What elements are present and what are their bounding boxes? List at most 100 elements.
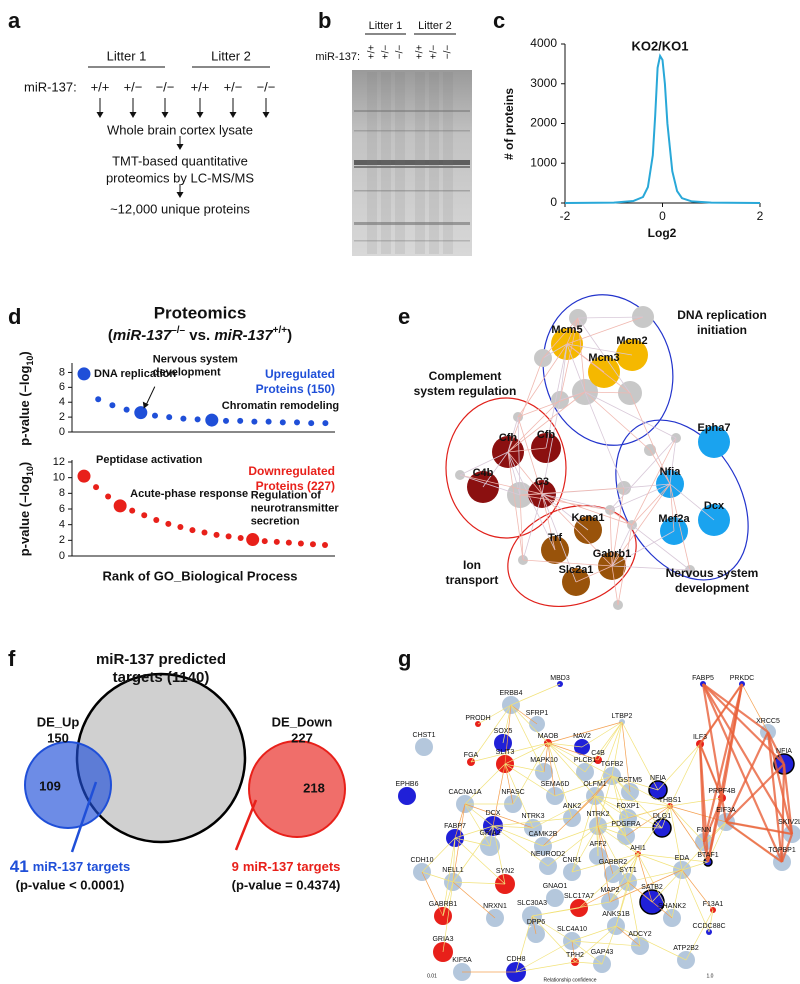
network-edge [507,416,519,453]
network-edge [725,820,793,836]
network-edge [507,447,547,453]
network-edge [507,357,544,453]
network-edge [584,391,651,451]
gene-node [398,787,416,805]
gel-lane [415,72,425,254]
dot [213,531,220,538]
arrow-head [161,112,169,118]
y-tick-label: 4 [59,396,65,408]
cluster-outline [542,294,674,446]
network-edge [611,483,671,567]
genotype: −/− [156,79,175,94]
subtitle-part: vs. [185,327,214,344]
network-edge [725,763,785,823]
dot [109,402,116,409]
dot [225,533,232,540]
network-edge [452,881,506,885]
dot [265,418,272,425]
litter-label: Litter 2 [418,20,452,32]
network-edge [507,391,586,453]
gene-label: LTBP2 [612,713,633,720]
panel-label: b [318,8,331,33]
node-label: Kcna1 [571,512,604,524]
network-edge [421,871,454,883]
dot [77,367,91,381]
network-edge [512,742,549,805]
network-edge [542,317,579,359]
cluster-label: DNA replication [677,308,767,322]
network-edge [706,797,724,863]
network-edge [571,940,603,965]
network-edge [541,493,633,526]
node-label: Mef2a [658,513,690,525]
network-edge [611,775,671,807]
gene-label: MBD3 [550,675,570,682]
gene-label: FOXP1 [617,803,640,810]
gene-label: NRXN1 [483,903,507,910]
network-edge [502,704,512,744]
shared-text: miR-137 targets [33,859,131,874]
network-edge [492,825,506,885]
gene-label: DLG1 [653,813,671,820]
dot [129,507,136,514]
network-edge [464,803,534,829]
gene-label: NTRK2 [587,811,610,818]
network-edge [470,742,549,763]
gene-label: NTRK3 [522,813,545,820]
step-text: proteomics by LC-MS/MS [106,170,254,185]
gene-label: NELL1 [442,867,464,874]
genotype: −/− [443,45,454,60]
network-edge [578,881,629,909]
network-edge [559,343,568,401]
gel-lane [429,72,439,254]
network-edge [611,775,627,837]
genotype: +/+ [367,45,378,60]
row-label: miR-137: [24,79,77,94]
gene-label: SFRP1 [526,710,549,717]
network-edge [517,343,568,418]
genotype: +/− [224,79,243,94]
gene-label: PLCB1 [574,757,596,764]
dot [95,396,102,403]
subtitle-part: –/– [171,325,185,336]
gene-label: GSTM5 [618,777,642,784]
y-axis-label: p-value (–log10) [17,351,35,446]
dot [308,420,315,427]
step-text: TMT-based quantitative [112,153,248,168]
gene-label: PDGFRA [611,821,641,828]
network-edge [597,721,623,761]
network-edge [597,825,639,855]
node-label: Nfia [660,466,682,478]
gene-label: BTAF1 [697,852,718,859]
gene-label: XRCC5 [756,718,780,725]
y-tick-label: 12 [53,456,65,468]
network-edge [584,391,677,439]
arrow-head [142,401,149,409]
y-axis-label: p-value (–log10) [17,462,35,557]
network-edge [741,683,769,733]
gene-label: KIF5A [452,957,472,964]
cluster-label: system regulation [414,384,517,398]
network-edge [547,742,586,773]
y-label-part: p-value (–log [17,476,32,556]
p-value: (p-value < 0.0001) [16,877,125,892]
network-edge [627,869,683,883]
network-edge [477,704,512,725]
network-edge [669,805,705,843]
y-tick-label: 4000 [530,36,557,50]
network-edge [685,909,714,961]
network-edge [681,869,714,911]
y-tick-label: 4 [59,519,65,531]
network-edge [489,825,494,847]
network-edge [597,825,611,903]
cluster-outline [507,504,637,608]
network-edge [597,825,627,837]
pointer [70,781,98,853]
network-edge [594,721,623,797]
gene-label: NEUROD2 [531,851,565,858]
legend-text: Downregulated Proteins (227) [248,464,335,493]
network-edge [623,483,671,489]
dot [285,539,292,546]
genotype: +/− [124,79,143,94]
network-edge [571,795,596,873]
